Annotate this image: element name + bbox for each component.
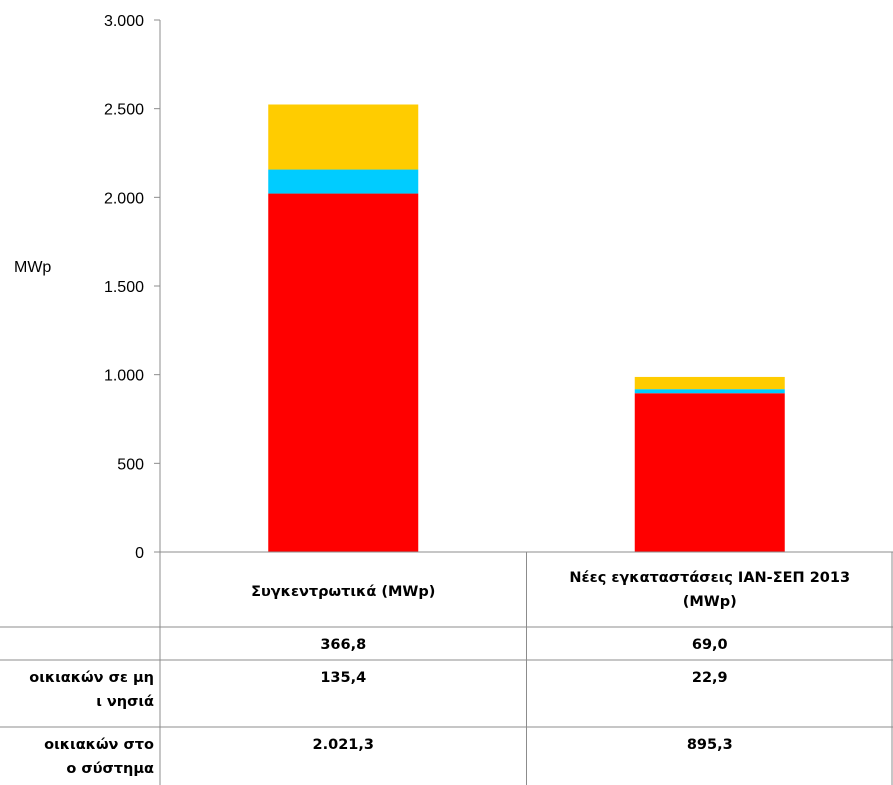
- y-tick-label: 1.000: [104, 368, 144, 385]
- table-cell-value: 366,8: [320, 637, 366, 653]
- category-label: Νέες εγκαταστάσεις ΙΑΝ-ΣΕΠ 2013: [569, 570, 850, 586]
- y-tick-label: 1.500: [104, 279, 144, 296]
- bar-layer: [268, 104, 785, 552]
- y-axis-label: MWp: [14, 259, 51, 276]
- table-row-label: ι νησιά: [96, 694, 154, 710]
- y-tick-label: 0: [135, 545, 144, 562]
- y-tick-label: 2.500: [104, 102, 144, 119]
- table-row-label: οικιακών στο: [44, 737, 154, 753]
- bar-segment: [634, 393, 785, 552]
- y-tick-label: 500: [117, 456, 144, 473]
- table-cell-value: 895,3: [687, 737, 733, 753]
- table-cell-value: 2.021,3: [313, 737, 374, 753]
- bar-segment: [268, 193, 419, 552]
- bar-segment: [634, 376, 785, 390]
- bar-segment: [634, 389, 785, 394]
- y-tick-label: 3.000: [104, 13, 144, 30]
- table-cell-value: 69,0: [692, 637, 728, 653]
- table-row-label: οικιακών σε μη: [29, 670, 154, 686]
- data-table: Συγκεντρωτικά (MWp) Νέες εγκαταστάσεις ΙΑ…: [0, 551, 893, 785]
- category-label: Συγκεντρωτικά (MWp): [251, 584, 435, 600]
- table-cell-value: 22,9: [692, 670, 728, 686]
- table-row-label: ο σύστημα: [66, 761, 154, 777]
- bar-segment: [268, 169, 419, 194]
- category-label: (MWp): [683, 594, 737, 610]
- table-cell-value: 135,4: [320, 670, 366, 686]
- bar-segment: [268, 104, 419, 170]
- axis-layer: 0 500 1.000 1.500 2.000 2.500 3.000 MWp: [14, 13, 161, 785]
- y-tick-label: 2.000: [104, 190, 144, 207]
